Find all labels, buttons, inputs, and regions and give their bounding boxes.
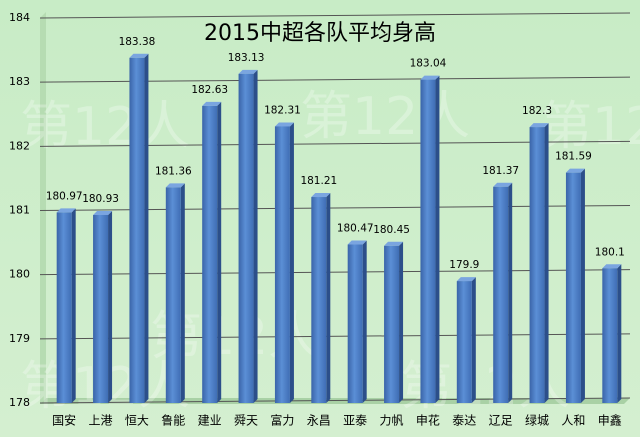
bar (420, 79, 436, 403)
bar-side (544, 123, 549, 403)
chart-title: 2015中超各队平均身高 (204, 21, 436, 46)
value-label: 183.04 (410, 58, 447, 70)
bar-side (399, 241, 404, 403)
bar-side (435, 75, 440, 403)
y-tick-label: 179 (9, 332, 30, 345)
bar-side (362, 240, 367, 403)
bar-side (326, 193, 331, 403)
bar-top (238, 69, 258, 74)
y-tick-label: 178 (9, 396, 30, 409)
x-tick-label: 舜天 (234, 413, 258, 428)
watermark: 第12人 (20, 97, 190, 157)
bar (56, 212, 72, 403)
bar-top (202, 101, 222, 106)
bar (238, 73, 254, 403)
value-label: 180.45 (373, 224, 410, 236)
x-tick-label: 鲁能 (161, 414, 185, 428)
bar-top (165, 183, 185, 188)
watermark: 第12人 (540, 97, 640, 157)
bar-top (93, 210, 113, 215)
bar-top (493, 182, 513, 187)
bar (493, 186, 509, 403)
x-tick-label: 人和 (561, 414, 585, 428)
value-label: 180.47 (337, 223, 374, 235)
watermark: 第12人 (300, 87, 470, 147)
bar-top (129, 53, 149, 58)
y-tick-label: 181 (9, 204, 30, 217)
bar-side (180, 183, 185, 403)
bar-side (144, 53, 149, 404)
value-label: 183.13 (228, 52, 265, 64)
bar (129, 57, 145, 404)
bar (311, 197, 327, 403)
value-label: 179.9 (449, 259, 479, 271)
y-tick-label: 182 (9, 139, 30, 152)
x-tick-label: 申鑫 (598, 413, 622, 428)
x-tick-label: 亚泰 (343, 414, 367, 428)
bar-top (274, 122, 294, 127)
bar (274, 126, 290, 404)
x-tick-label: 绿城 (525, 413, 549, 428)
bar-top (311, 193, 331, 198)
bar (165, 187, 181, 403)
y-tick-label: 184 (9, 11, 30, 24)
bar-side (289, 122, 294, 404)
bar-top (56, 208, 76, 213)
x-tick-label: 恒大 (125, 414, 149, 428)
bar-side (71, 208, 76, 403)
bar-side (508, 182, 513, 403)
value-label: 181.59 (555, 151, 592, 163)
bar (202, 105, 218, 404)
value-label: 182.63 (191, 84, 228, 96)
x-tick-label: 建业 (198, 414, 222, 428)
bar (456, 281, 472, 403)
bar-top (602, 264, 622, 269)
bar (602, 268, 618, 403)
bar-side (471, 277, 476, 403)
grid-line (39, 12, 631, 19)
value-label: 181.21 (300, 175, 337, 187)
x-tick-label: 国安 (52, 413, 76, 428)
value-label: 182.3 (522, 105, 552, 117)
x-tick-label: 泰达 (452, 414, 476, 428)
bar (565, 172, 581, 403)
bar-top (347, 240, 367, 245)
x-tick-label: 永昌 (307, 414, 331, 428)
bar-top (420, 75, 440, 80)
x-tick-label: 富力 (270, 413, 294, 428)
x-tick-label: 上港 (89, 414, 113, 428)
x-tick-label: 力帆 (380, 413, 404, 428)
bar-top (456, 277, 476, 282)
bar-side (217, 101, 222, 404)
bar-side (108, 210, 113, 403)
value-label: 180.93 (82, 193, 119, 205)
y-tick-label: 180 (9, 268, 30, 281)
bar (529, 127, 545, 403)
bar-top (529, 123, 549, 128)
value-label: 180.1 (595, 246, 625, 258)
bar-side (253, 69, 258, 403)
bar-side (617, 264, 622, 403)
value-label: 183.38 (119, 36, 156, 48)
side-wall (40, 12, 46, 404)
bar-top (384, 241, 404, 246)
x-tick-label: 申花 (416, 413, 440, 428)
x-tick-label: 辽足 (489, 414, 513, 428)
value-label: 181.37 (482, 165, 519, 177)
bar-side (580, 168, 585, 403)
bar (93, 214, 109, 403)
value-label: 180.97 (46, 190, 83, 202)
value-label: 182.31 (264, 104, 301, 116)
y-tick-label: 183 (9, 75, 30, 88)
bar-top (565, 168, 585, 173)
value-label: 181.36 (155, 165, 192, 177)
bar (347, 244, 363, 403)
bar (384, 245, 400, 403)
